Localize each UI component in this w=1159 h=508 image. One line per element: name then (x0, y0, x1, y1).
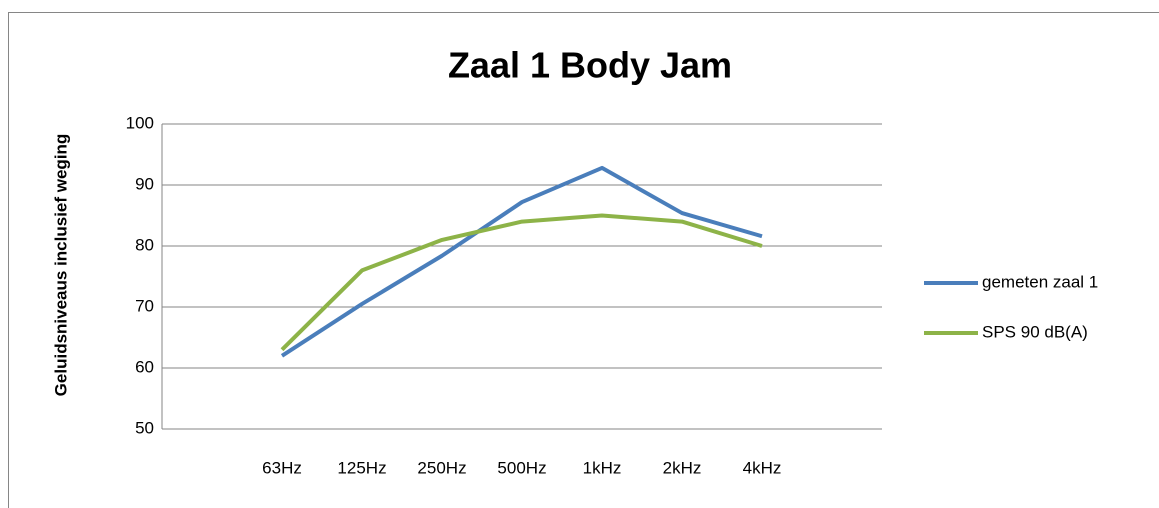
y-tick-label: 80 (135, 235, 154, 254)
chart-frame (8, 12, 1159, 508)
x-tick-label: 125Hz (337, 458, 386, 477)
y-tick-label: 100 (126, 113, 154, 132)
chart-title: Zaal 1 Body Jam (448, 45, 732, 86)
y-tick-label: 90 (135, 174, 154, 193)
series-line (280, 165, 763, 358)
x-tick-label: 250Hz (417, 458, 466, 477)
x-tick-label: 2kHz (663, 458, 702, 477)
y-tick-label: 50 (135, 418, 154, 437)
x-tick-label: 1kHz (583, 458, 622, 477)
series-line (280, 213, 763, 352)
x-tick-label: 4kHz (743, 458, 782, 477)
y-axis-label: Geluidsniveaus inclusief weging (51, 134, 70, 397)
x-tick-label: 500Hz (497, 458, 546, 477)
y-tick-label: 60 (135, 357, 154, 376)
legend-label: gemeten zaal 1 (982, 272, 1098, 291)
x-tick-label: 63Hz (262, 458, 302, 477)
legend-label: SPS 90 dB(A) (982, 322, 1088, 341)
y-tick-label: 70 (135, 296, 154, 315)
